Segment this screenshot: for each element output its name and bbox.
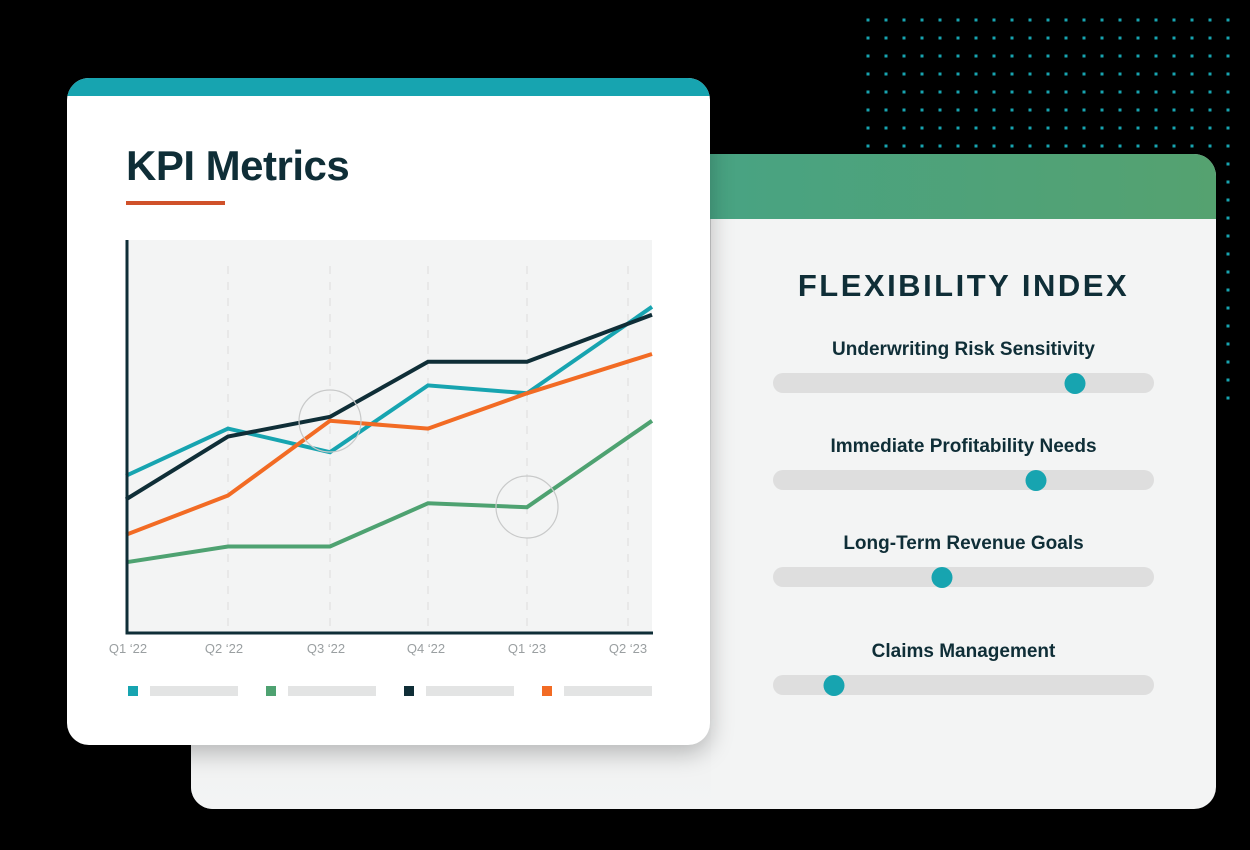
slider-underwriting-risk: Underwriting Risk Sensitivity xyxy=(773,337,1154,394)
slider-label: Underwriting Risk Sensitivity xyxy=(832,339,1095,360)
slider-thumb[interactable] xyxy=(1064,372,1086,394)
legend-swatch xyxy=(128,686,138,696)
title-underline xyxy=(126,201,225,205)
legend-label-placeholder xyxy=(564,686,652,696)
x-tick-label: Q4 ‘22 xyxy=(406,641,446,656)
flexibility-index-title: FLEXIBILITY INDEX xyxy=(797,268,1130,303)
legend-label-placeholder xyxy=(288,686,376,696)
legend-label-placeholder xyxy=(426,686,514,696)
x-tick-label: Q2 ‘22 xyxy=(204,641,244,656)
legend-swatch xyxy=(542,686,552,696)
slider-label: Immediate Profitability Needs xyxy=(830,436,1097,457)
x-tick-label: Q3 ‘22 xyxy=(306,641,346,656)
x-tick-label: Q1 ‘23 xyxy=(507,641,547,656)
slider-track[interactable] xyxy=(773,674,1154,696)
slider-track[interactable] xyxy=(773,469,1154,491)
slider-long-term-revenue: Long-Term Revenue Goals xyxy=(773,531,1154,588)
slider-label: Claims Management xyxy=(871,641,1056,662)
legend-swatch xyxy=(266,686,276,696)
kpi-card-header xyxy=(67,78,710,96)
slider-thumb[interactable] xyxy=(823,674,845,696)
legend-label-placeholder xyxy=(150,686,238,696)
x-tick-label: Q1 ‘22 xyxy=(108,641,148,656)
slider-label: Long-Term Revenue Goals xyxy=(843,533,1084,554)
slider-track[interactable] xyxy=(773,372,1154,394)
slider-thumb[interactable] xyxy=(931,566,953,588)
legend-swatch xyxy=(404,686,414,696)
slider-thumb[interactable] xyxy=(1025,469,1046,491)
kpi-title: KPI Metrics xyxy=(126,142,350,189)
slider-track[interactable] xyxy=(773,566,1154,588)
slider-immediate-profitability: Immediate Profitability Needs xyxy=(773,434,1154,491)
x-tick-label: Q2 ‘23 xyxy=(608,641,648,656)
slider-claims-management: Claims Management xyxy=(773,639,1154,696)
